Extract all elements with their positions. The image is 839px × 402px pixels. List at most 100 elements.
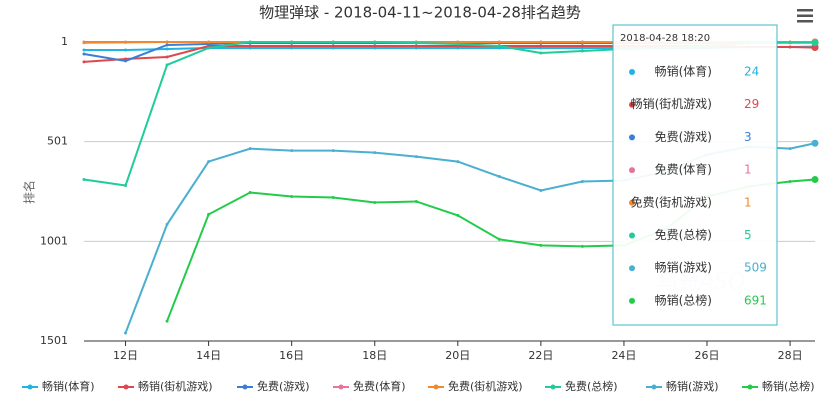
tooltip-name: 免费(总榜) <box>655 227 712 242</box>
menu-bar[interactable] <box>797 14 813 18</box>
data-point <box>290 44 294 48</box>
menu-icon[interactable] <box>797 9 813 23</box>
menu-bar[interactable] <box>797 9 813 12</box>
tooltip-dot <box>629 167 635 174</box>
data-point <box>165 63 169 67</box>
data-point <box>539 44 543 48</box>
data-point <box>124 59 128 63</box>
legend-dot <box>338 384 344 390</box>
data-point <box>165 55 169 59</box>
data-point <box>497 44 501 48</box>
data-point <box>811 176 819 184</box>
x-tick-label: 12日 <box>113 349 138 362</box>
data-point <box>539 189 543 193</box>
data-point <box>788 147 792 151</box>
data-point <box>811 44 819 52</box>
data-point <box>414 155 418 159</box>
x-tick-label: 22日 <box>528 349 553 362</box>
data-point <box>497 237 501 241</box>
data-point <box>580 180 584 184</box>
tooltip-value: 1 <box>744 195 752 209</box>
data-point <box>165 40 169 44</box>
data-point <box>82 178 86 182</box>
legend-dot <box>123 384 129 390</box>
legend-item[interactable]: 畅销(街机游戏) <box>118 379 213 393</box>
y-tick-label: 1501 <box>40 334 68 347</box>
data-point <box>373 44 377 48</box>
data-point <box>580 40 584 44</box>
tooltip-dot <box>629 69 635 75</box>
legend-item[interactable]: 免费(游戏) <box>237 379 310 393</box>
data-point <box>124 184 128 188</box>
data-point <box>124 331 128 335</box>
tooltip-value: 24 <box>744 65 759 79</box>
tooltip-dot <box>629 265 635 272</box>
x-tick-label: 28日 <box>778 349 803 362</box>
tooltip-dot <box>629 232 635 239</box>
tooltip-dot <box>629 101 635 108</box>
legend-dot <box>550 384 556 390</box>
tooltip-dot <box>629 199 635 206</box>
data-point <box>207 160 211 164</box>
data-point <box>788 180 792 184</box>
data-point <box>248 147 252 151</box>
tooltip-value: 691 <box>744 293 767 307</box>
tooltip: 2018-04-28 18:20 畅销(体育) 24 畅销(街机游戏) 29 免费(游戏)… <box>612 24 778 326</box>
tooltip-name: 畅销(体育) <box>655 64 712 79</box>
y-tick-label: 1 <box>61 35 68 48</box>
data-point <box>331 149 335 153</box>
data-point <box>373 151 377 155</box>
data-point <box>290 194 294 198</box>
legend-item[interactable]: 免费(总榜) <box>545 379 618 393</box>
data-point <box>811 139 819 147</box>
data-point <box>82 52 86 56</box>
legend-label: 畅销(总榜) <box>762 379 815 393</box>
data-point <box>124 48 128 52</box>
legend-label: 免费(体育) <box>353 379 406 393</box>
legend-label: 免费(总榜) <box>565 379 618 393</box>
legend-label: 畅销(体育) <box>42 379 95 393</box>
data-point <box>414 41 418 45</box>
data-point <box>82 48 86 52</box>
tooltip-name: 免费(体育) <box>655 162 712 177</box>
data-point <box>414 44 418 48</box>
tooltip-box <box>612 24 778 326</box>
data-point <box>331 44 335 48</box>
x-tick-label: 18日 <box>362 349 387 362</box>
legend-item[interactable]: 畅销(总榜) <box>742 379 815 393</box>
data-point <box>580 44 584 48</box>
legend-item[interactable]: 免费(街机游戏) <box>428 379 523 393</box>
data-point <box>82 60 86 64</box>
legend-item[interactable]: 畅销(游戏) <box>646 379 719 393</box>
data-point <box>165 319 169 323</box>
data-point <box>539 243 543 247</box>
data-point <box>580 244 584 248</box>
legend-dot <box>747 384 753 390</box>
data-point <box>456 213 460 217</box>
data-point <box>82 41 86 45</box>
tooltip-value: 5 <box>744 228 752 242</box>
tooltip-value: 3 <box>744 130 752 144</box>
data-point <box>165 43 169 47</box>
data-point <box>207 46 211 50</box>
data-point <box>207 40 211 44</box>
legend-label: 畅销(游戏) <box>666 379 719 393</box>
legend-label: 免费(街机游戏) <box>448 379 523 393</box>
data-point <box>456 160 460 164</box>
legend-label: 畅销(街机游戏) <box>138 379 213 393</box>
y-axis-label: 排名 <box>22 180 37 204</box>
tooltip-name: 免费(街机游戏) <box>631 194 712 209</box>
tooltip-value: 1 <box>744 163 752 177</box>
data-point <box>788 41 792 45</box>
data-point <box>165 47 169 51</box>
data-point <box>373 200 377 204</box>
legend-item[interactable]: 畅销(体育) <box>22 379 95 393</box>
menu-bar[interactable] <box>797 20 813 23</box>
tooltip-dot <box>629 297 635 304</box>
data-point <box>124 40 128 44</box>
chart-title: 物理弹球 - 2018-04-11~2018-04-28排名趋势 <box>259 4 581 22</box>
data-point <box>456 42 460 46</box>
y-tick-label: 501 <box>47 135 68 148</box>
data-point <box>539 40 543 44</box>
legend-item[interactable]: 免费(体育) <box>333 379 406 393</box>
